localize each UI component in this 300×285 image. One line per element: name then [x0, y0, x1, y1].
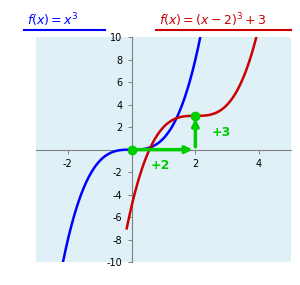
Text: +3: +3: [211, 126, 231, 139]
Text: +2: +2: [151, 159, 170, 172]
Text: $f(x)=(x-2)^3+3$: $f(x)=(x-2)^3+3$: [159, 11, 267, 29]
Text: $f(x)=x^3$: $f(x)=x^3$: [27, 11, 79, 29]
